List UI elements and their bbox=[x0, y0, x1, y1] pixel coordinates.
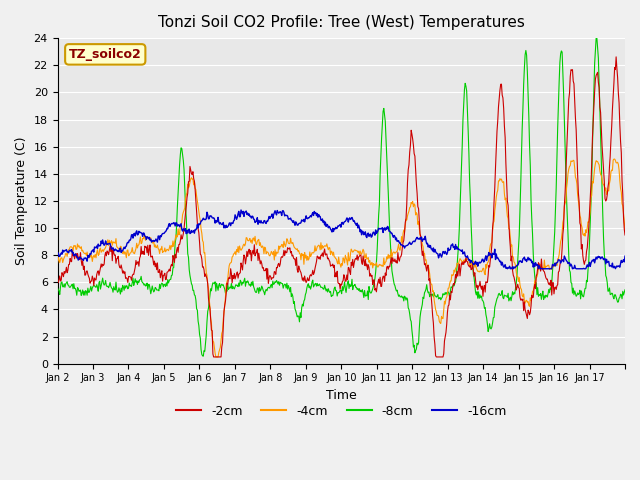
X-axis label: Time: Time bbox=[326, 389, 356, 402]
Legend: -2cm, -4cm, -8cm, -16cm: -2cm, -4cm, -8cm, -16cm bbox=[171, 400, 511, 422]
Y-axis label: Soil Temperature (C): Soil Temperature (C) bbox=[15, 137, 28, 265]
Title: Tonzi Soil CO2 Profile: Tree (West) Temperatures: Tonzi Soil CO2 Profile: Tree (West) Temp… bbox=[158, 15, 525, 30]
Text: TZ_soilco2: TZ_soilco2 bbox=[69, 48, 141, 61]
